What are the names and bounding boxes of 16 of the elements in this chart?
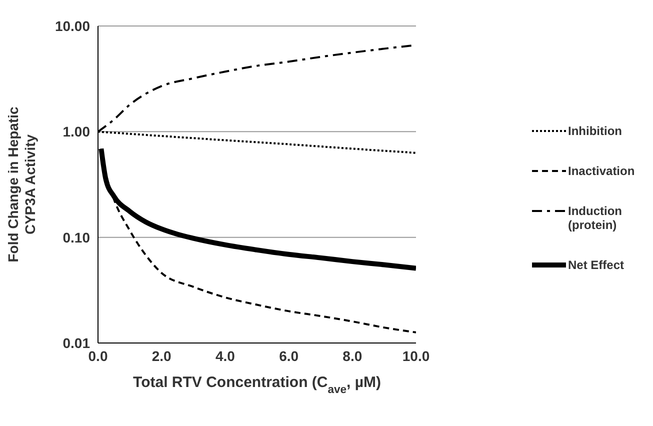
x-axis-title: Total RTV Concentration (C$_{ave}$, µM) [133,374,381,396]
x-tick-label: 2.0 [152,348,172,364]
y-tick-label: 10.00 [54,18,90,34]
y-axis-title: Fold Change in Hepatic CYP3A Activity [5,106,38,262]
x-tick-label: 0.0 [88,348,108,364]
legend-label: Net Effect [568,258,626,272]
x-tick-label: 10.0 [402,348,430,364]
legend-label: Inhibition [568,124,623,138]
y-tick-label: 1.00 [62,124,90,140]
y-tick-label: 0.10 [62,229,90,246]
x-tick-label: 6.0 [279,348,299,364]
x-tick-label: 8.0 [342,348,362,364]
legend-label: Inactivation [568,164,636,178]
y-tick-label: 0.01 [62,334,90,351]
x-tick-label: 4.0 [215,348,236,364]
legend-label: Induction (protein) [568,204,623,232]
